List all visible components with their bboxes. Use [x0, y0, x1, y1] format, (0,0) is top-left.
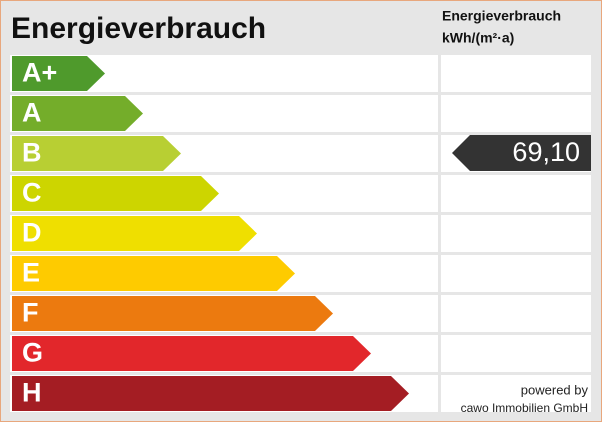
- title: Energieverbrauch: [11, 12, 266, 45]
- class-label: F: [22, 298, 39, 328]
- class-arrow: [12, 376, 409, 411]
- class-arrow: [12, 136, 181, 171]
- value-cell: [441, 55, 591, 92]
- marker: 69,10: [452, 135, 591, 171]
- value-cell: [441, 255, 591, 292]
- class-label: B: [22, 138, 42, 168]
- value-cell: [441, 215, 591, 252]
- class-arrow: [12, 96, 143, 131]
- value-cell: [441, 295, 591, 332]
- value-cell: [441, 95, 591, 132]
- class-label: A: [22, 98, 42, 128]
- footer-line: powered by: [521, 382, 589, 397]
- class-label: D: [22, 218, 42, 248]
- unit-line: kWh/(m²·a): [442, 30, 514, 46]
- class-arrow: [12, 216, 257, 251]
- class-arrow: [12, 176, 219, 211]
- class-label: C: [22, 178, 42, 208]
- class-arrow: [12, 56, 105, 91]
- value-cell: [441, 375, 591, 412]
- class-label: H: [22, 378, 42, 408]
- value-cell: [441, 175, 591, 212]
- class-arrow: [12, 336, 371, 371]
- footer-line: cawo Immobilien GmbH: [461, 401, 588, 415]
- class-arrow: [12, 256, 295, 291]
- unit-line: Energieverbrauch: [442, 8, 561, 24]
- marker-arrow: [452, 135, 591, 171]
- class-label: A+: [22, 58, 57, 88]
- marker-value: 69,10: [512, 137, 580, 167]
- value-cell: [441, 335, 591, 372]
- class-arrow: [12, 296, 333, 331]
- class-label: E: [22, 258, 40, 288]
- class-label: G: [22, 338, 43, 368]
